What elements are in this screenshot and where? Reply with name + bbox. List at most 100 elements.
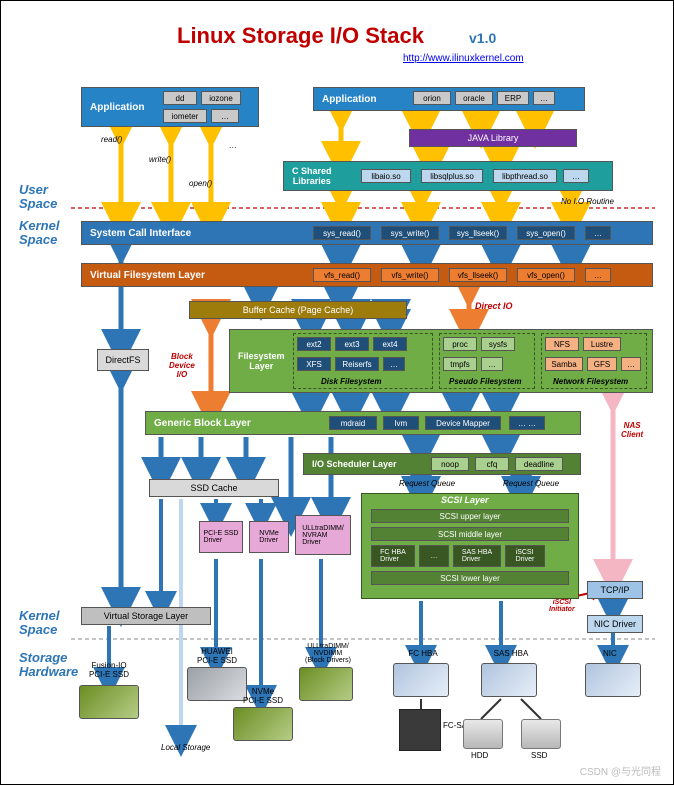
vfs-more: … [585, 268, 611, 282]
vfs-open: vfs_open() [517, 268, 575, 282]
app2-tool-oracle: oracle [455, 91, 493, 105]
app1-tool-iometer: iometer [163, 109, 207, 123]
syscall-open: sys_open() [517, 226, 575, 240]
iosched-deadline: deadline [515, 457, 563, 471]
gbl-more: … … [509, 416, 545, 430]
call-read: read() [101, 135, 122, 144]
ssd-cache-box: SSD Cache [149, 479, 279, 497]
local-storage-label: Local Storage [161, 743, 210, 752]
vfs-write: vfs_write() [381, 268, 439, 282]
scsi-middle: SCSI middle layer [371, 527, 569, 541]
hw-ulltradimm [299, 667, 353, 701]
cshared-libsqlplus: libsqlplus.so [421, 169, 483, 183]
hw-fchba-label: FC HBA [401, 649, 445, 658]
driver-ulltradimm: ULLtraDIMM/ NVRAM Driver [295, 515, 351, 555]
call-write: write() [149, 155, 171, 164]
hw-nic [585, 663, 641, 697]
fs-proc: proc [443, 337, 477, 351]
request-queue-2: Request Queue [503, 479, 559, 488]
gbl-mdraid: mdraid [329, 416, 377, 430]
iosched-cfq: cfq [475, 457, 509, 471]
call-more: … [229, 141, 237, 150]
syscall-more: … [585, 226, 611, 240]
hw-ssd-label: SSD [531, 751, 547, 760]
watermark: CSDN @与光同程 [580, 763, 661, 778]
section-kernel-space-top: Kernel Space [19, 219, 59, 248]
call-open: open() [189, 179, 212, 188]
cshared-more: … [563, 169, 589, 183]
block-device-io-label: Block Device I/O [169, 353, 195, 379]
vfs-label: Virtual Filesystem Layer [90, 270, 205, 281]
site-link[interactable]: http://www.ilinuxkernel.com [403, 53, 524, 64]
tcpip-box: TCP/IP [587, 581, 643, 599]
fs-net-more: … [621, 357, 641, 371]
scsi-sashba: SAS HBA Driver [453, 545, 501, 567]
syscall-read: sys_read() [313, 226, 371, 240]
vstorage-box: Virtual Storage Layer [81, 607, 211, 625]
nas-client-label: NAS Client [621, 421, 643, 439]
hw-hdd-label: HDD [471, 751, 488, 760]
fs-more: … [383, 357, 405, 371]
gbl-dm: Device Mapper [425, 416, 501, 430]
fs-lustre: Lustre [583, 337, 621, 351]
section-storage-hardware: Storage Hardware [19, 651, 78, 680]
syscall-write: sys_write() [381, 226, 439, 240]
driver-nvme: NVMe Driver [249, 521, 289, 553]
cshared-libpthread: libpthread.so [493, 169, 557, 183]
hw-sashba-label: SAS HBA [485, 649, 537, 658]
request-queue-1: Request Queue [399, 479, 455, 488]
fs-nfs: NFS [545, 337, 579, 351]
vfs-read: vfs_read() [313, 268, 371, 282]
gbl-label: Generic Block Layer [154, 418, 251, 429]
iscsi-initiator-label: iSCSI Initiator [549, 599, 575, 613]
cshared-label: C Shared Libraries [292, 166, 332, 186]
hw-fusionio-label: Fusion-IO PCI-E SSD [77, 661, 141, 679]
no-io-routine: No I.O Routine [561, 197, 614, 206]
fs-gfs: GFS [587, 357, 617, 371]
version-label: v1.0 [469, 30, 496, 46]
app1-tool-dd: dd [163, 91, 197, 105]
fs-ext3: ext3 [335, 337, 369, 351]
net-fs-label: Network Filesystem [553, 377, 628, 386]
vfs-llseek: vfs_llseek() [449, 268, 507, 282]
app2-tool-erp: ERP [497, 91, 529, 105]
hw-ulltradimm-label: ULLtraDIMM/ NVDIMM (Block Drivers) [295, 643, 361, 664]
fs-sysfs: sysfs [481, 337, 515, 351]
java-library-box: JAVA Library [409, 129, 577, 147]
direct-io-label: Direct IO [475, 301, 513, 311]
iosched-label: I/O Scheduler Layer [312, 459, 397, 469]
hw-hdd [463, 719, 503, 749]
app2-label: Application [322, 94, 376, 105]
disk-fs-label: Disk Filesystem [321, 377, 381, 386]
fs-xfs: XFS [297, 357, 331, 371]
hw-ssd [521, 719, 561, 749]
directfs-box: DirectFS [97, 349, 149, 371]
main-title: Linux Storage I/O Stack [177, 23, 424, 49]
hw-fusionio [79, 685, 139, 719]
scsi-iscsi: iSCSI Driver [505, 545, 545, 567]
hw-fcsan [399, 709, 441, 751]
app1-label: Application [90, 102, 144, 113]
scsi-more: … [419, 545, 449, 567]
fs-ext2: ext2 [297, 337, 331, 351]
scsi-fchba: FC HBA Driver [371, 545, 415, 567]
fs-samba: Samba [545, 357, 583, 371]
hw-nvme-label: NVMe PCI-E SSD [231, 687, 295, 705]
nic-driver-box: NIC Driver [587, 615, 643, 633]
syscall-label: System Call Interface [90, 228, 191, 239]
section-kernel-space-bottom: Kernel Space [19, 609, 59, 638]
fs-reiserfs: Reiserfs [335, 357, 379, 371]
section-user-space: User Space [19, 183, 57, 212]
scsi-label: SCSI Layer [441, 495, 489, 505]
app2-tool-orion: orion [413, 91, 451, 105]
pseudo-fs-label: Pseudo Filesystem [449, 377, 521, 386]
app1-tool-more: … [211, 109, 239, 123]
fs-ext4: ext4 [373, 337, 407, 351]
hw-sashba [481, 663, 537, 697]
syscall-llseek: sys_llseek() [449, 226, 507, 240]
hw-nic-label: NIC [603, 649, 617, 658]
app2-tool-more: … [533, 91, 555, 105]
hw-nvme [233, 707, 293, 741]
scsi-lower: SCSI lower layer [371, 571, 569, 585]
gbl-lvm: lvm [383, 416, 419, 430]
